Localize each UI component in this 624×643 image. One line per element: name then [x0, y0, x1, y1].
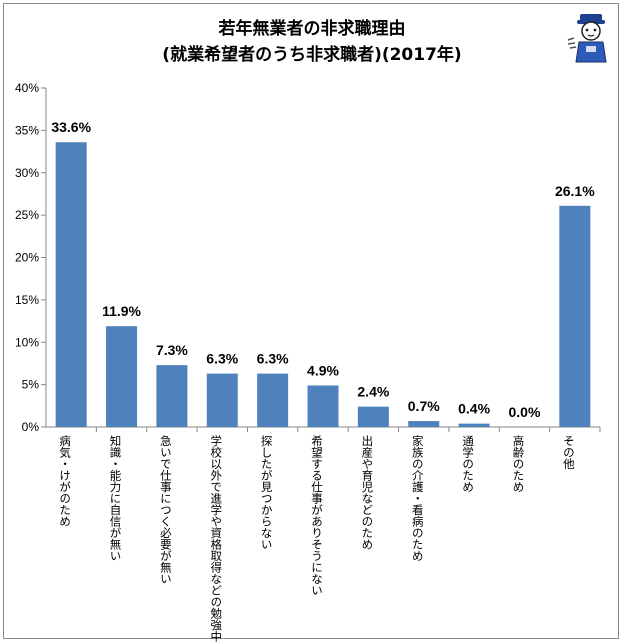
data-label: 0.4%	[458, 401, 490, 417]
data-label: 6.3%	[206, 351, 238, 367]
data-label: 0.0%	[508, 404, 540, 420]
x-tick-label: 知識・能力に自信が無い	[109, 434, 123, 561]
data-label: 0.7%	[408, 398, 440, 414]
x-tick-label: 探したが見つからない	[260, 434, 274, 550]
data-label: 2.4%	[357, 384, 389, 400]
bar	[357, 406, 389, 427]
x-tick-label: 病気・けがのため	[58, 434, 72, 527]
bar	[307, 385, 339, 427]
data-label: 4.9%	[307, 362, 339, 378]
x-tick-label: 急いで仕事につく必要が無い	[159, 434, 173, 584]
bar	[408, 421, 440, 427]
bar	[156, 365, 188, 427]
y-tick-label: 10%	[15, 335, 39, 349]
data-label: 6.3%	[257, 351, 289, 367]
chart-frame	[3, 3, 619, 639]
y-tick-label: 15%	[15, 293, 39, 307]
chart-subtitle: (就業希望者のうち非求職者)(2017年)	[162, 45, 462, 65]
y-tick-label: 5%	[22, 378, 40, 392]
y-tick-label: 40%	[15, 81, 39, 95]
y-tick-label: 20%	[15, 251, 39, 265]
x-tick-label: その他	[562, 435, 576, 470]
data-label: 7.3%	[156, 342, 188, 358]
bar	[257, 373, 289, 427]
data-label: 11.9%	[102, 303, 141, 319]
x-tick-label: 高齢のため	[511, 434, 525, 492]
bar	[55, 142, 87, 428]
bar	[458, 423, 490, 427]
bar	[559, 205, 591, 427]
x-tick-label: 希望する仕事がありそうにない	[310, 434, 324, 596]
data-label: 33.6%	[51, 119, 91, 135]
y-tick-label: 30%	[15, 166, 39, 180]
bar	[206, 373, 238, 427]
y-tick-label: 25%	[15, 208, 39, 222]
x-tick-label: 通学のため	[461, 435, 475, 493]
chart-title: 若年無業者の非求職理由	[218, 19, 406, 39]
data-label: 26.1%	[555, 183, 595, 199]
y-tick-label: 0%	[22, 420, 40, 434]
bar	[106, 326, 138, 427]
y-tick-label: 35%	[15, 123, 39, 137]
x-tick-label: 家族の介護・看病のため	[411, 434, 425, 561]
x-tick-label: 学校以外で進学や資格取得などの勉強中	[209, 434, 223, 642]
x-tick-label: 出産や育児などのため	[360, 434, 374, 550]
mascot-icon	[567, 14, 607, 63]
